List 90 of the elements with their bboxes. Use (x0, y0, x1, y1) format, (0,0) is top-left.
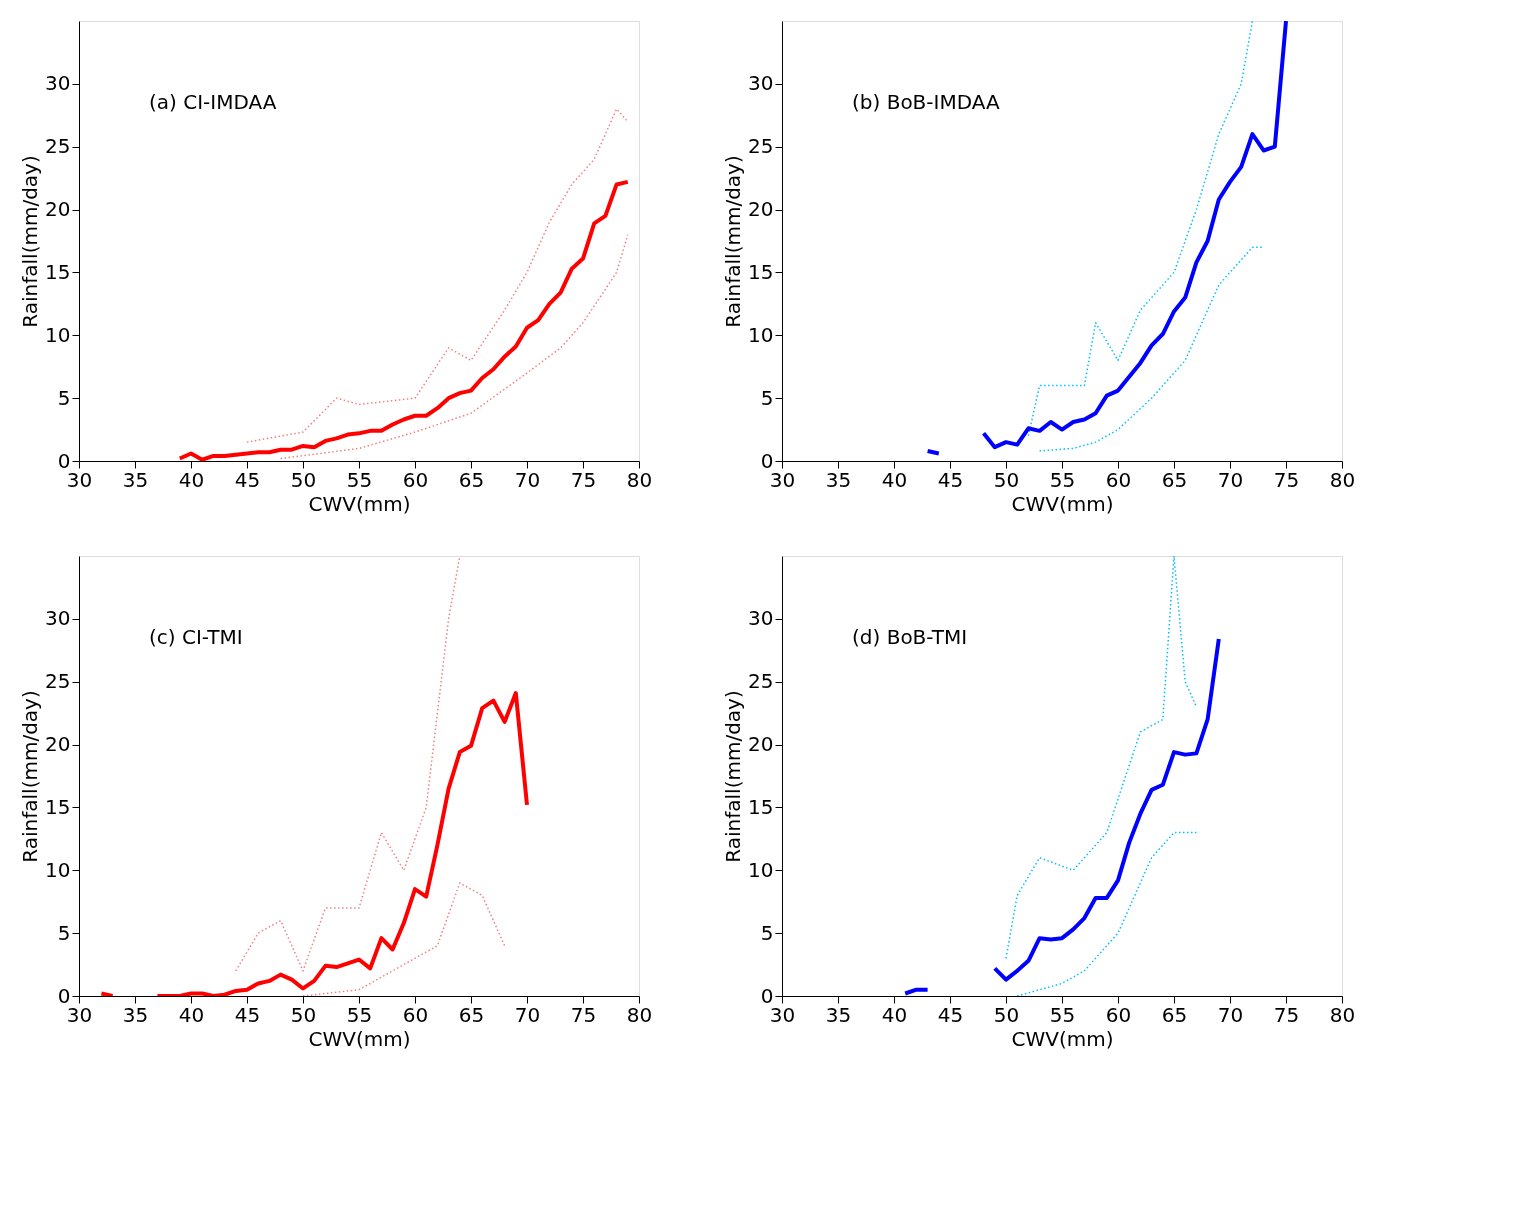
y-tick-label: 20 (45, 732, 71, 757)
x-tick-label: 40 (881, 1002, 908, 1027)
y-tick-label: 0 (57, 448, 71, 473)
annotation: (c) CI-TMI (149, 625, 243, 649)
x-tick-label: 65 (1161, 467, 1188, 492)
x-tick-label: 60 (1105, 467, 1132, 492)
y-tick-label: 30 (748, 606, 774, 631)
x-tick-label: 35 (825, 1002, 852, 1027)
y-axis-title: Rainfall(mm/day) (18, 155, 43, 328)
x-axis-title: CWV(mm) (308, 1026, 411, 1051)
line-series (302, 882, 506, 996)
y-tick-label: 5 (57, 385, 71, 410)
x-tick-label: 70 (514, 467, 541, 492)
x-tick-label: 65 (458, 467, 485, 492)
x-tick-label: 40 (178, 1002, 205, 1027)
x-tick-label: 60 (1105, 1002, 1132, 1027)
x-tick-label: 35 (122, 1002, 149, 1027)
y-tick-label: 15 (45, 259, 71, 284)
x-tick-label: 70 (1217, 467, 1244, 492)
y-tick-label: 20 (748, 732, 774, 757)
y-tick-label: 10 (45, 857, 71, 882)
x-tick-label: 70 (514, 1002, 541, 1027)
x-tick-label: 75 (570, 1002, 597, 1027)
x-tick-label: 80 (626, 1002, 653, 1027)
x-tick-label: 40 (881, 467, 908, 492)
annotation: (d) BoB-TMI (852, 625, 968, 649)
x-tick-label: 60 (402, 1002, 429, 1027)
y-tick-label: 15 (748, 794, 774, 819)
annotation: (a) CI-IMDAA (149, 90, 277, 114)
y-tick-label: 30 (45, 606, 71, 631)
y-tick-label: 0 (760, 983, 774, 1008)
x-tick-label: 45 (937, 467, 964, 492)
x-tick-label: 55 (346, 467, 373, 492)
x-tick-label: 55 (1049, 467, 1076, 492)
y-tick-label: 30 (748, 71, 774, 96)
line-series (992, 636, 1221, 982)
x-tick-label: 45 (937, 1002, 964, 1027)
x-tick-label: 80 (1329, 1002, 1356, 1027)
x-tick-label: 55 (346, 1002, 373, 1027)
line-series (1027, 21, 1254, 437)
x-tick-label: 80 (1329, 467, 1356, 492)
y-tick-label: 10 (748, 857, 774, 882)
y-tick-label: 25 (45, 669, 71, 694)
y-axis-title: Rainfall(mm/day) (721, 690, 746, 863)
x-tick-label: 75 (1273, 1002, 1300, 1027)
y-tick-label: 0 (760, 448, 774, 473)
x-tick-label: 45 (234, 467, 261, 492)
x-tick-label: 45 (234, 1002, 261, 1027)
line-series (246, 108, 629, 443)
line-series (1016, 831, 1198, 996)
y-tick-label: 25 (748, 669, 774, 694)
x-tick-label: 65 (458, 1002, 485, 1027)
line-series (155, 691, 529, 996)
line-series (177, 179, 630, 461)
x-axis-title: CWV(mm) (1011, 491, 1114, 516)
y-tick-label: 10 (45, 322, 71, 347)
y-tick-label: 5 (57, 920, 71, 945)
x-tick-label: 35 (825, 467, 852, 492)
y-tick-label: 25 (45, 134, 71, 159)
y-axis-title: Rainfall(mm/day) (721, 155, 746, 328)
x-tick-label: 50 (290, 467, 317, 492)
y-tick-label: 10 (748, 322, 774, 347)
y-tick-label: 30 (45, 71, 71, 96)
x-tick-label: 75 (570, 467, 597, 492)
y-tick-label: 0 (57, 983, 71, 1008)
y-tick-label: 15 (748, 259, 774, 284)
x-tick-label: 50 (993, 467, 1020, 492)
x-tick-label: 55 (1049, 1002, 1076, 1027)
x-tick-label: 60 (402, 467, 429, 492)
x-tick-label: 35 (122, 467, 149, 492)
annotation: (b) BoB-IMDAA (852, 90, 1000, 114)
x-tick-label: 50 (290, 1002, 317, 1027)
y-axis-title: Rainfall(mm/day) (18, 690, 43, 863)
line-series (1038, 246, 1265, 452)
y-tick-label: 15 (45, 794, 71, 819)
line-series (1005, 556, 1198, 960)
x-tick-label: 70 (1217, 1002, 1244, 1027)
y-tick-label: 20 (45, 197, 71, 222)
y-tick-label: 25 (748, 134, 774, 159)
x-axis-title: CWV(mm) (308, 491, 411, 516)
y-tick-label: 20 (748, 197, 774, 222)
y-tick-label: 5 (760, 385, 774, 410)
line-series (279, 233, 629, 460)
x-tick-label: 75 (1273, 467, 1300, 492)
x-axis-title: CWV(mm) (1011, 1026, 1114, 1051)
y-tick-label: 5 (760, 920, 774, 945)
x-tick-label: 65 (1161, 1002, 1188, 1027)
x-tick-label: 40 (178, 467, 205, 492)
x-tick-label: 50 (993, 1002, 1020, 1027)
x-tick-label: 80 (626, 467, 653, 492)
